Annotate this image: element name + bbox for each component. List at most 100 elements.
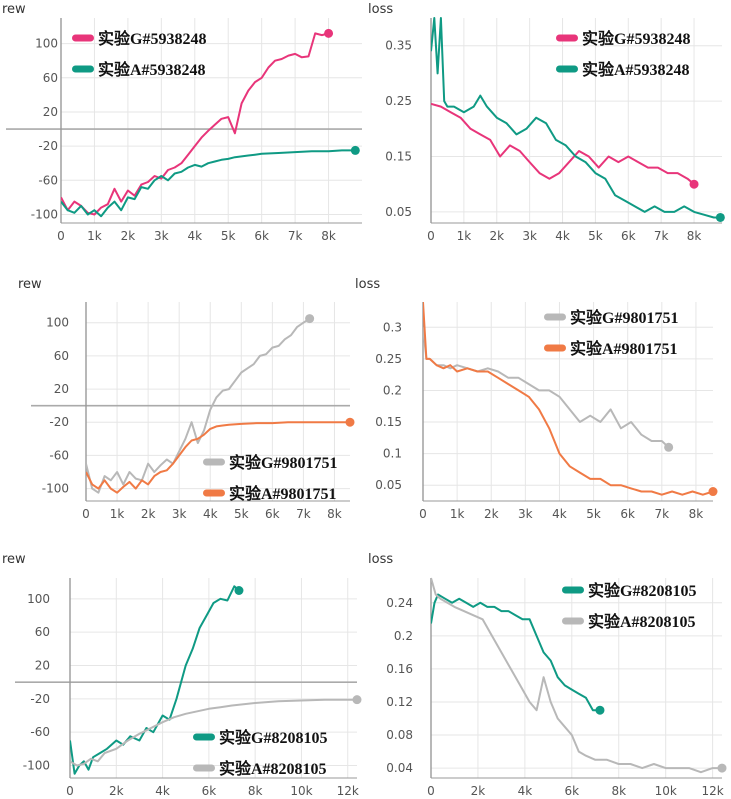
series-end-marker: [717, 763, 727, 773]
series-end-marker: [345, 417, 355, 427]
series-line: [423, 301, 714, 496]
y-tick-label: 0.1: [383, 447, 402, 461]
legend-swatch: [193, 764, 215, 772]
x-tick-label: 3k: [518, 507, 533, 521]
x-tick-label: 4k: [552, 507, 567, 521]
series-end-marker: [305, 314, 315, 324]
panel-title: loss: [368, 552, 393, 567]
y-tick-label: -100: [42, 482, 69, 496]
legend-label: 实验A#5938248: [98, 60, 206, 79]
panel-title: rew: [18, 277, 42, 292]
x-tick-label: 5k: [588, 229, 603, 243]
y-tick-label: -100: [31, 207, 58, 221]
legend-swatch: [562, 586, 584, 594]
legend-swatch: [556, 65, 578, 73]
x-tick-label: 8k: [327, 507, 342, 521]
x-tick-label: 1k: [87, 229, 102, 243]
legend-swatch: [203, 489, 225, 497]
y-tick-label: -100: [23, 759, 50, 773]
x-tick-label: 5k: [234, 507, 249, 521]
y-tick-label: 20: [35, 659, 50, 673]
legend-label: 实验G#5938248: [582, 29, 690, 48]
x-tick-label: 8k: [689, 507, 704, 521]
legend-label: 实验G#8208105: [219, 728, 327, 747]
x-tick-label: 6k: [620, 507, 635, 521]
x-tick-label: 8k: [248, 784, 263, 798]
x-tick-label: 4k: [155, 784, 170, 798]
series-end-marker: [708, 487, 718, 497]
panel-loss-8208105: loss 0 2k 4k 6k 8k 10k 12k 0.24 0.2 0.16 0.12 0.08 0.…: [368, 552, 727, 798]
legend-swatch: [556, 34, 578, 42]
y-tick-label: 0.15: [385, 150, 412, 164]
series-end-marker: [234, 586, 244, 595]
y-tick-label: 0.24: [386, 596, 413, 610]
legend-swatch: [562, 617, 584, 625]
series-end-marker: [350, 145, 360, 155]
panel-loss-5938248: loss 0 1k 2k 3k 4k 5k 6k 7k 8k 0.35 0.25 0.15 0.05 实验G…: [368, 2, 725, 243]
legend-swatch: [72, 65, 94, 73]
x-tick-label: 2k: [471, 784, 486, 798]
y-tick-label: 0.3: [383, 320, 402, 334]
x-tick-label: 6k: [202, 784, 217, 798]
x-tick-label: 2k: [141, 507, 156, 521]
y-tick-label: 0.05: [385, 205, 412, 219]
panel-rew-5938248: rew 0 1k 2k 3k 4k 5k 6k 7k 8k 100 60 20 -20 -60 -100 实验G…: [2, 2, 362, 243]
legend-swatch: [544, 344, 566, 352]
x-tick-label: 8k: [611, 784, 626, 798]
x-tick-label: 0: [427, 229, 435, 243]
y-tick-label: 0.35: [385, 39, 412, 53]
series-line: [431, 577, 722, 774]
y-tick-label: 0.25: [385, 94, 412, 108]
legend-label: 实验G#9801751: [229, 453, 337, 472]
y-tick-label: 20: [43, 105, 58, 119]
x-tick-label: 4k: [555, 229, 570, 243]
x-tick-label: 6k: [565, 784, 580, 798]
y-tick-label: 0.2: [394, 629, 413, 643]
series-end-marker: [664, 442, 674, 452]
x-tick-label: 4k: [203, 507, 218, 521]
y-tick-label: 0.05: [375, 478, 402, 492]
x-tick-label: 7k: [655, 507, 670, 521]
series-line: [86, 421, 350, 494]
x-tick-label: 2k: [489, 229, 504, 243]
y-tick-label: 60: [54, 349, 69, 363]
x-tick-label: 8k: [321, 229, 336, 243]
y-tick-label: -20: [49, 415, 69, 429]
y-tick-label: 20: [54, 382, 69, 396]
x-tick-label: 2k: [121, 229, 136, 243]
panel-rew-9801751: rew 0 1k 2k 3k 4k 5k 6k 7k 8k 100 60 20 -20 -60 -100 实验G…: [18, 277, 355, 521]
y-tick-label: 60: [43, 71, 58, 85]
x-tick-label: 4k: [187, 229, 202, 243]
legend-label: 实验A#8208105: [219, 759, 327, 778]
y-tick-label: 0.08: [386, 728, 413, 742]
x-tick-label: 0: [427, 784, 435, 798]
series-line: [431, 593, 600, 712]
y-tick-label: -20: [30, 692, 50, 706]
x-tick-label: 7k: [288, 229, 303, 243]
legend-swatch: [203, 458, 225, 466]
x-tick-label: 6k: [621, 229, 636, 243]
x-tick-label: 0: [66, 784, 74, 798]
legend-label: 实验G#9801751: [570, 308, 678, 327]
x-tick-label: 7k: [296, 507, 311, 521]
x-tick-label: 0: [57, 229, 65, 243]
legend-swatch: [72, 34, 94, 42]
x-tick-label: 3k: [172, 507, 187, 521]
legend-swatch: [544, 313, 566, 321]
y-tick-label: 0.16: [386, 662, 413, 676]
panel-loss-9801751: loss 0 1k 2k 3k 4k 5k 6k 7k 8k 0.3 0.25 0.2 0.15 0.1 0.…: [355, 277, 718, 521]
series-end-marker: [595, 705, 605, 715]
x-tick-label: 1k: [110, 507, 125, 521]
legend-label: 实验G#5938248: [98, 29, 206, 48]
x-tick-label: 3k: [154, 229, 169, 243]
x-tick-label: 10k: [290, 784, 312, 798]
y-tick-label: 100: [35, 37, 58, 51]
x-tick-label: 1k: [457, 229, 472, 243]
y-tick-label: -20: [38, 139, 58, 153]
x-tick-label: 5k: [221, 229, 236, 243]
x-tick-label: 8k: [687, 229, 702, 243]
y-tick-label: -60: [49, 448, 69, 462]
y-tick-label: -60: [38, 173, 58, 187]
x-tick-label: 3k: [522, 229, 537, 243]
